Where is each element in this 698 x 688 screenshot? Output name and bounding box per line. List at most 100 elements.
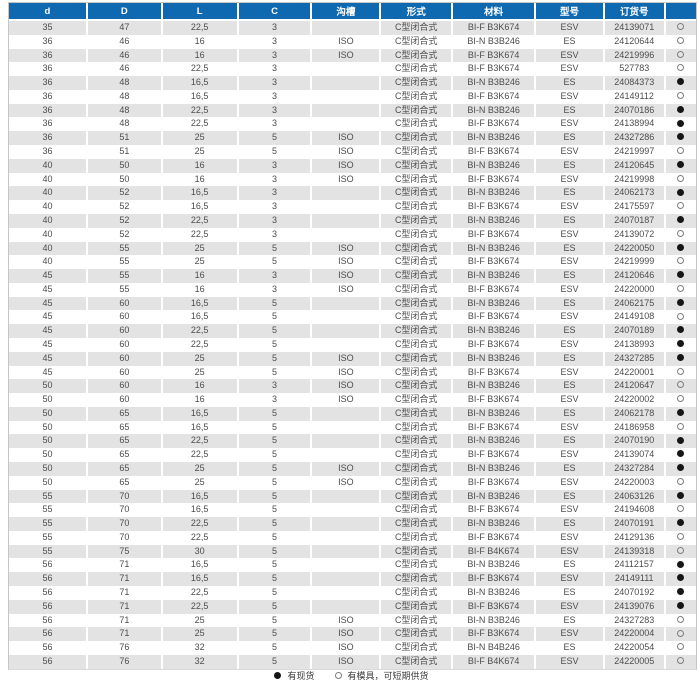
cell-availability — [663, 558, 696, 573]
cell-D: 71 — [85, 613, 161, 628]
cell-form: C型闭合式 — [379, 448, 452, 462]
cell-model: ES — [534, 434, 603, 449]
availability-open-circle-icon — [677, 615, 685, 623]
cell-form: C型闭合式 — [379, 351, 452, 366]
cell-form: C型闭合式 — [379, 462, 452, 476]
cell-availability — [663, 21, 696, 35]
cell-C: 5 — [236, 503, 311, 518]
cell-groove — [310, 103, 380, 118]
cell-d: 50 — [9, 420, 86, 435]
table-row: 50 65 22,5 5 C型闭合式 BI-N B3B246 ES 24070190 — [9, 434, 696, 449]
cell-form: C型闭合式 — [379, 489, 452, 504]
cell-form: C型闭合式 — [379, 158, 452, 173]
cell-D: 60 — [85, 351, 161, 366]
cell-C: 3 — [236, 89, 311, 104]
cell-D: 60 — [85, 379, 161, 394]
cell-availability — [663, 186, 696, 201]
table-row: 45 60 22,5 5 C型闭合式 BI-N B3B246 ES 24070189 — [9, 324, 696, 338]
cell-order_no: 24070189 — [602, 324, 664, 338]
column-header-C: C — [236, 3, 311, 21]
cell-material: BI-N B3B246 — [451, 269, 535, 283]
cell-model: ES — [534, 613, 603, 628]
cell-L: 22,5 — [160, 117, 237, 132]
cell-form: C型闭合式 — [379, 337, 452, 352]
cell-availability — [663, 489, 696, 504]
cell-order_no: 24062173 — [602, 186, 664, 201]
cell-availability — [663, 337, 696, 352]
cell-C: 5 — [236, 324, 311, 338]
cell-form: C型闭合式 — [379, 296, 452, 311]
cell-form: C型闭合式 — [379, 131, 452, 146]
cell-material: BI-N B3B246 — [451, 406, 535, 421]
column-header-L: L — [160, 3, 237, 21]
table-row: 36 51 25 5 ISO C型闭合式 BI-F B3K674 ESV 24219997 — [9, 145, 696, 159]
cell-d: 36 — [9, 117, 86, 132]
cell-order_no: 24149108 — [602, 310, 664, 325]
cell-d: 55 — [9, 544, 86, 559]
cell-model: ES — [534, 406, 603, 421]
cell-L: 16 — [160, 172, 237, 187]
table-row: 45 60 25 5 ISO C型闭合式 BI-N B3B246 ES 24327285 — [9, 351, 696, 366]
cell-D: 70 — [85, 503, 161, 518]
cell-material: BI-F B3K674 — [451, 572, 535, 587]
cell-C: 5 — [236, 337, 311, 352]
cell-order_no: 24120645 — [602, 158, 664, 173]
cell-L: 16,5 — [160, 200, 237, 214]
cell-d: 36 — [9, 34, 86, 49]
cell-d: 36 — [9, 103, 86, 118]
cell-L: 25 — [160, 241, 237, 256]
cell-D: 71 — [85, 572, 161, 587]
cell-availability — [663, 475, 696, 490]
availability-open-circle-icon — [677, 629, 685, 637]
table-row: 56 76 32 5 ISO C型闭合式 BI-N B4B246 ES 24220054 — [9, 641, 696, 655]
cell-material: BI-N B3B246 — [451, 186, 535, 201]
cell-D: 71 — [85, 599, 161, 614]
cell-order_no: 24149111 — [602, 572, 664, 587]
cell-material: BI-N B4B246 — [451, 641, 535, 655]
cell-groove — [310, 227, 380, 242]
table-row: 50 65 25 5 ISO C型闭合式 BI-N B3B246 ES 24327284 — [9, 462, 696, 476]
cell-material: BI-N B3B246 — [451, 213, 535, 228]
cell-model: ESV — [534, 448, 603, 462]
cell-d: 56 — [9, 572, 86, 587]
cell-model: ES — [534, 641, 603, 655]
cell-groove: ISO — [310, 654, 380, 669]
cell-d: 56 — [9, 558, 86, 573]
cell-model: ESV — [534, 475, 603, 490]
table-row: 55 70 16,5 5 C型闭合式 BI-F B3K674 ESV 24194608 — [9, 503, 696, 518]
cell-groove — [310, 530, 380, 545]
availability-filled-circle-icon — [677, 243, 685, 251]
cell-C: 5 — [236, 475, 311, 490]
cell-groove — [310, 489, 380, 504]
cell-groove: ISO — [310, 627, 380, 642]
cell-d: 45 — [9, 269, 86, 283]
cell-L: 25 — [160, 365, 237, 380]
cell-d: 50 — [9, 406, 86, 421]
cell-availability — [663, 34, 696, 49]
availability-filled-circle-icon — [677, 588, 685, 596]
cell-availability — [663, 296, 696, 311]
cell-material: BI-F B3K674 — [451, 530, 535, 545]
cell-form: C型闭合式 — [379, 186, 452, 201]
cell-d: 45 — [9, 351, 86, 366]
cell-availability — [663, 351, 696, 366]
cell-d: 40 — [9, 241, 86, 256]
cell-availability — [663, 530, 696, 545]
cell-D: 51 — [85, 131, 161, 146]
cell-material: BI-F B3K674 — [451, 172, 535, 187]
cell-C: 5 — [236, 420, 311, 435]
cell-order_no: 24139074 — [602, 448, 664, 462]
cell-d: 36 — [9, 48, 86, 63]
cell-model: ES — [534, 324, 603, 338]
cell-material: BI-N B3B246 — [451, 379, 535, 394]
cell-order_no: 24220001 — [602, 365, 664, 380]
cell-groove — [310, 296, 380, 311]
column-header-D: D — [85, 3, 161, 21]
cell-L: 25 — [160, 475, 237, 490]
cell-d: 56 — [9, 613, 86, 628]
cell-material: BI-N B3B246 — [451, 158, 535, 173]
cell-L: 22,5 — [160, 227, 237, 242]
cell-groove: ISO — [310, 393, 380, 407]
cell-form: C型闭合式 — [379, 200, 452, 214]
cell-L: 22,5 — [160, 324, 237, 338]
